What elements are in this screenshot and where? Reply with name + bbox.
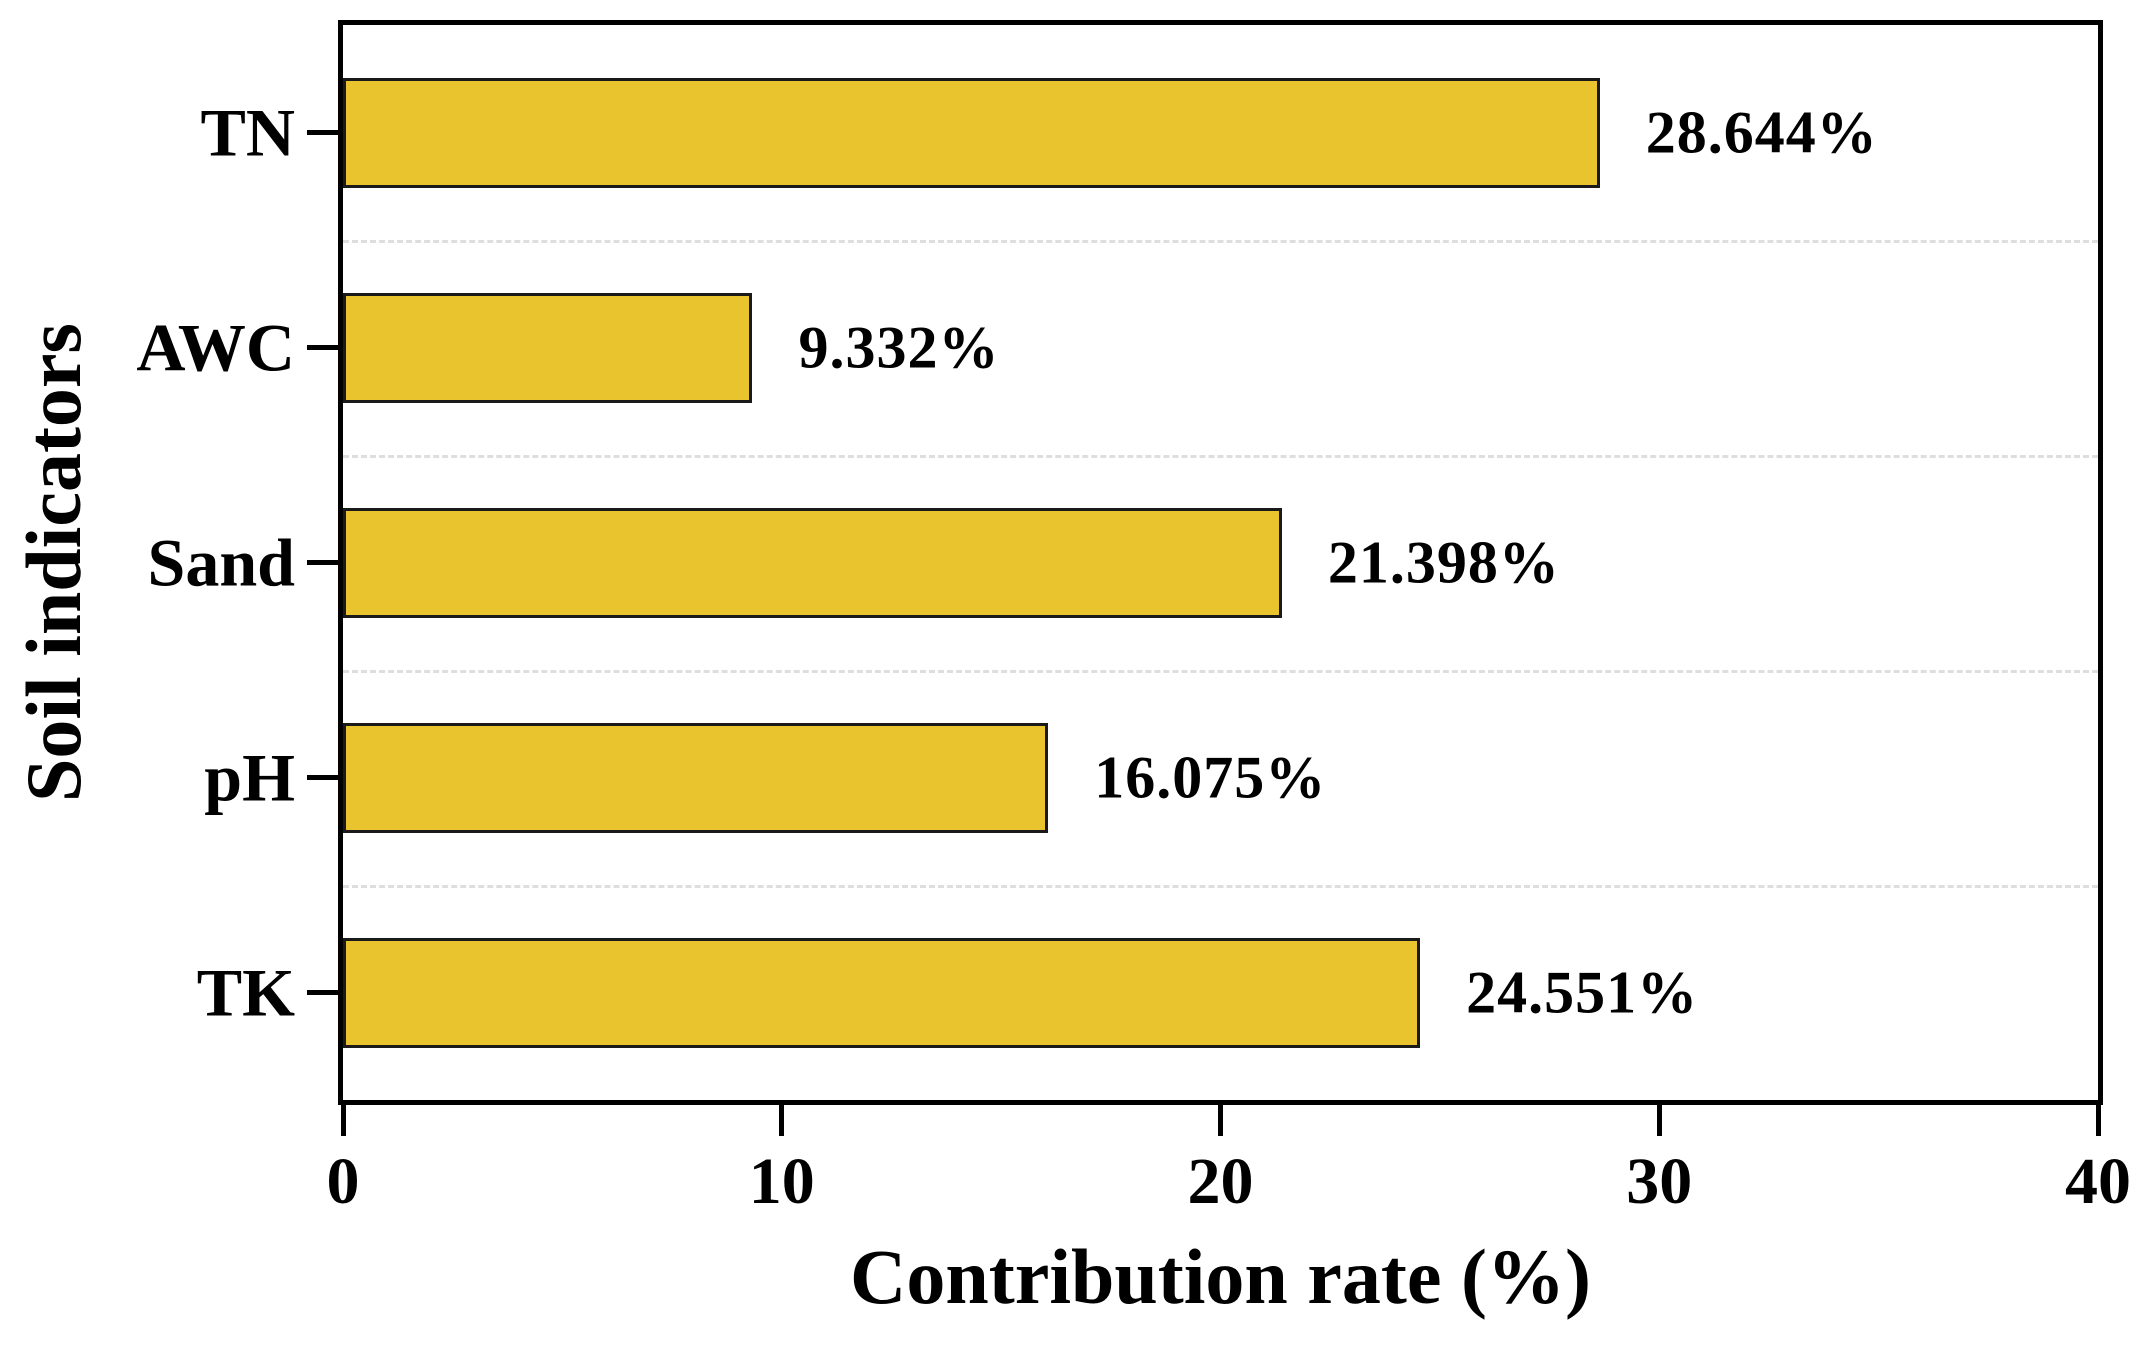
bar-value-label: 16.075%	[1094, 744, 1327, 810]
gridline	[343, 240, 2098, 243]
category-label: Sand	[147, 524, 295, 600]
bar	[343, 507, 1282, 618]
plot-area: 28.644% TN 9.332% AWC 21.398% Sand 16.075% pH 24…	[136, 20, 2131, 1218]
x-axis-tick	[2095, 1100, 2101, 1136]
category-tick	[307, 775, 343, 780]
x-axis-tick-label: 30	[1626, 1145, 1693, 1218]
category-label: TN	[200, 94, 295, 170]
x-axis-tick-label: 0	[326, 1145, 360, 1218]
x-axis-tick-label: 10	[748, 1145, 815, 1218]
category-tick	[307, 560, 343, 565]
x-axis-tick-label: 20	[1187, 1145, 1254, 1218]
gridline	[343, 455, 2098, 458]
x-axis-tick	[779, 1100, 785, 1136]
category-tick	[307, 130, 343, 135]
x-axis-tick	[1218, 1100, 1223, 1136]
gridline	[343, 670, 2098, 673]
category-tick	[307, 990, 343, 995]
bar-value-label: 21.398%	[1327, 529, 1560, 595]
bar	[343, 77, 1600, 188]
y-axis-title: Soil indicators	[10, 323, 97, 802]
bar-value-label: 24.551%	[1466, 959, 1699, 1025]
bar-value-label: 9.332%	[798, 314, 1000, 380]
bar	[343, 722, 1049, 833]
x-axis-tick	[340, 1100, 346, 1136]
category-label: TK	[196, 954, 295, 1030]
x-axis-tick	[1656, 1100, 1662, 1136]
bar	[343, 937, 1421, 1048]
category-label: AWC	[136, 309, 295, 385]
x-axis-tick-label: 40	[2065, 1145, 2131, 1218]
x-axis-title: Contribution rate (%)	[850, 1233, 1591, 1320]
category-tick	[307, 345, 343, 350]
bar	[343, 292, 753, 403]
category-label: pH	[204, 739, 295, 815]
bar-value-label: 28.644%	[1645, 99, 1878, 165]
gridline	[343, 885, 2098, 888]
